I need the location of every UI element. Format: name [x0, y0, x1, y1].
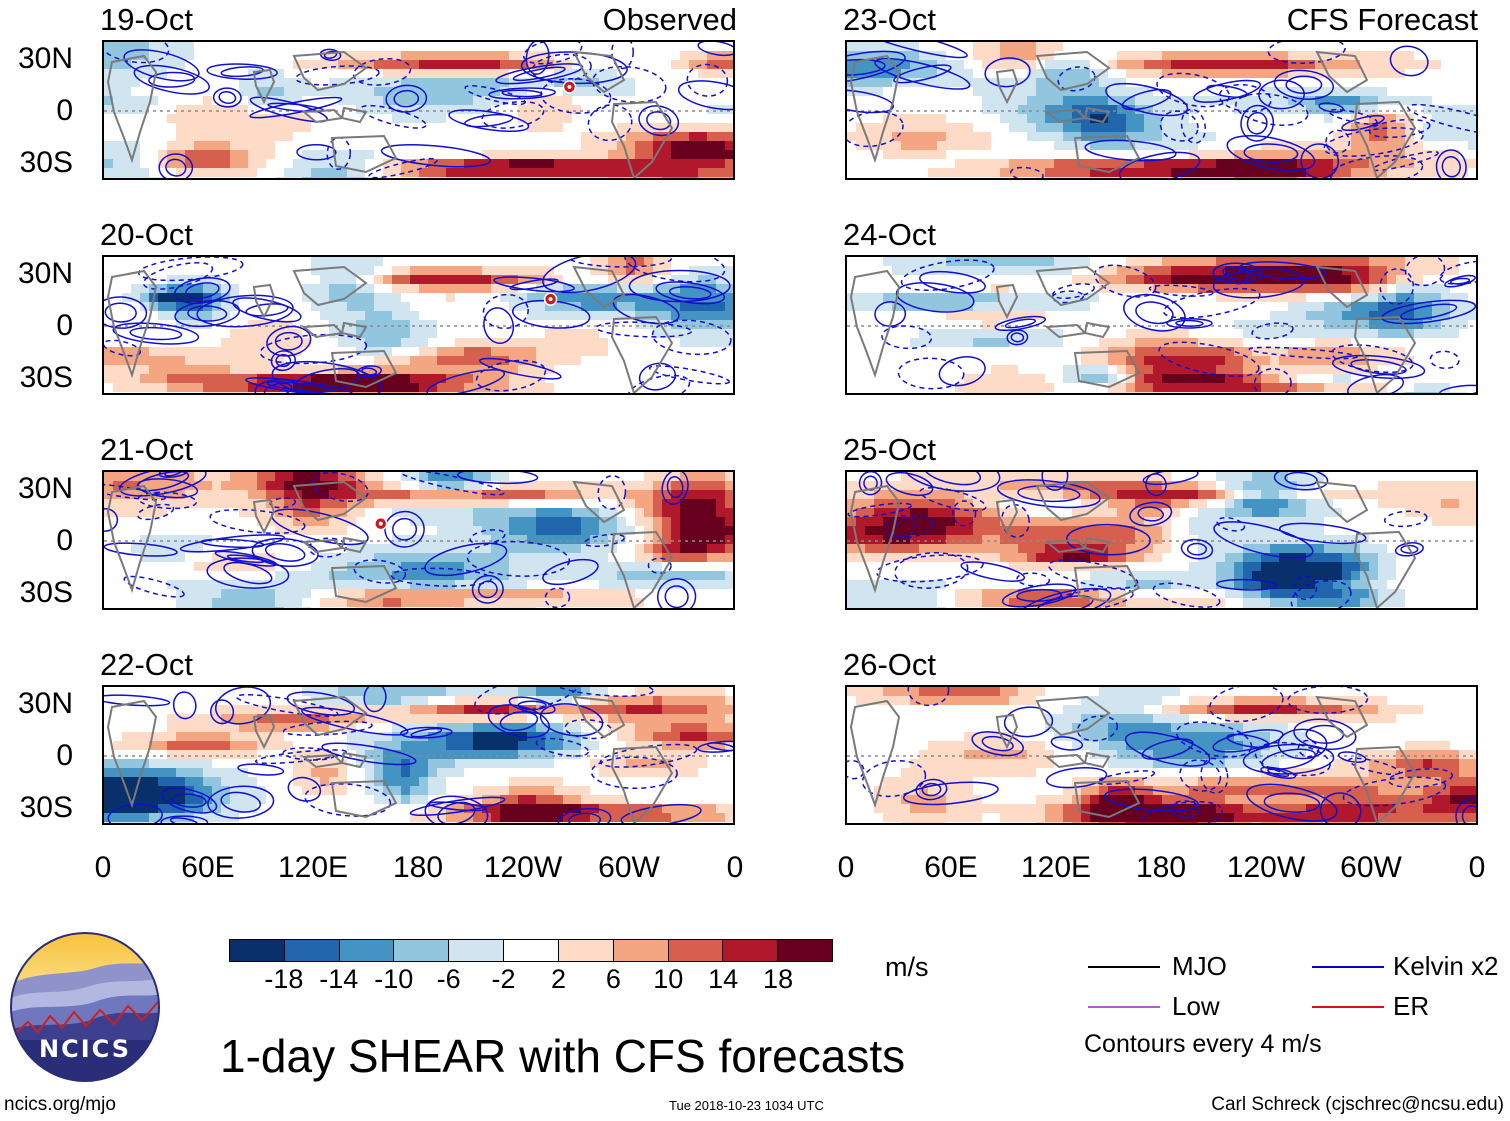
panel-date: 19-Oct	[100, 2, 194, 37]
colorbar-swatch	[723, 940, 779, 961]
lon-label: 0	[1468, 851, 1486, 884]
shear-map	[845, 470, 1478, 610]
legend-line-low	[1088, 1006, 1160, 1008]
map-field	[847, 42, 1476, 178]
panel-date: 20-Oct	[100, 217, 194, 252]
lon-label: 60W	[1340, 851, 1402, 884]
colorbar-swatch	[504, 940, 559, 961]
lon-label: 180	[1135, 851, 1187, 884]
colorbar-tick-label: 6	[605, 964, 621, 994]
map-field	[104, 687, 733, 823]
lon-label: 120W	[483, 851, 563, 884]
legend-line-kelvin	[1312, 966, 1384, 968]
colorbar-swatch	[394, 940, 450, 961]
lon-label: 120E	[277, 851, 349, 884]
colorbar-swatch	[668, 940, 724, 961]
lat-label: 30S	[19, 361, 73, 394]
lat-label: 30N	[17, 472, 73, 505]
colorbar-tick-label: -18	[264, 964, 304, 994]
lat-label: 30S	[19, 576, 73, 609]
lat-label: 30S	[19, 791, 73, 824]
legend-label-er: ER	[1393, 991, 1430, 1021]
lon-label: 0	[837, 851, 855, 884]
map-field	[104, 42, 733, 178]
legend-label-mjo: MJO	[1172, 951, 1227, 981]
footer-url: ncics.org/mjo	[4, 1094, 116, 1115]
lat-label: 0	[56, 94, 73, 127]
lat-label: 30N	[17, 257, 73, 290]
legend-line-mjo	[1088, 966, 1160, 968]
colorbar-tick-label: 10	[653, 964, 684, 994]
footer-credit: Carl Schreck (cjschrec@ncsu.edu)	[1211, 1094, 1504, 1115]
colorbar-swatches	[229, 939, 833, 962]
lon-label: 180	[392, 851, 444, 884]
shear-map	[102, 470, 735, 610]
colorbar-swatch	[284, 940, 340, 961]
legend-label-low: Low	[1172, 991, 1220, 1021]
lat-label: 0	[56, 739, 73, 772]
lat-label: 30N	[17, 687, 73, 720]
figure-title: 1-day SHEAR with CFS forecasts	[220, 1030, 906, 1082]
panel-date: 22-Oct	[100, 647, 194, 682]
lat-label: 30S	[19, 146, 73, 179]
colorbar-swatch	[778, 940, 832, 961]
shear-map	[845, 40, 1478, 180]
colorbar-swatch	[230, 940, 285, 961]
panel-date: 21-Oct	[100, 432, 194, 467]
lon-label: 120E	[1020, 851, 1092, 884]
logo-text: NCICS	[39, 1035, 131, 1063]
ncics-logo: NCICS	[10, 932, 160, 1082]
map-field	[847, 257, 1476, 393]
lon-label: 60W	[598, 851, 660, 884]
map-field	[847, 472, 1476, 608]
shear-map	[102, 255, 735, 395]
shear-map	[102, 40, 735, 180]
colorbar-tick-label: -10	[374, 964, 414, 994]
panel-tag: CFS Forecast	[1286, 2, 1478, 37]
lon-label: 0	[726, 851, 744, 884]
panel-date: 23-Oct	[843, 2, 937, 37]
colorbar-swatch	[339, 940, 395, 961]
lon-label: 0	[94, 851, 112, 884]
shear-map	[845, 685, 1478, 825]
shear-map	[845, 255, 1478, 395]
colorbar-tick-label: 18	[763, 964, 794, 994]
colorbar-tick-label: -6	[436, 964, 461, 994]
legend-line-er	[1312, 1006, 1384, 1008]
map-field	[104, 257, 733, 393]
shear-map	[102, 685, 735, 825]
panel-date: 26-Oct	[843, 647, 937, 682]
panel-date: 24-Oct	[843, 217, 937, 252]
lat-label: 30N	[17, 42, 73, 75]
panel-tag: Observed	[602, 2, 737, 37]
map-field	[104, 472, 733, 608]
colorbar-swatch	[613, 940, 669, 961]
colorbar-tick-label: -2	[491, 964, 516, 994]
colorbar-swatch	[449, 940, 505, 961]
lon-label: 60E	[924, 851, 978, 884]
legend-label-kelvin: Kelvin x2	[1393, 951, 1499, 981]
lat-label: 0	[56, 524, 73, 557]
colorbar-swatch	[558, 940, 614, 961]
colorbar-unit: m/s	[885, 952, 929, 982]
footer-timestamp: Tue 2018-10-23 1034 UTC	[669, 1098, 824, 1113]
colorbar-tick-label: 14	[708, 964, 739, 994]
lon-label: 60E	[181, 851, 235, 884]
colorbar-tick-label: 2	[550, 964, 566, 994]
panel-date: 25-Oct	[843, 432, 937, 467]
logo-graphic	[10, 932, 160, 1082]
colorbar-tick-label: -14	[319, 964, 359, 994]
lon-label: 120W	[1226, 851, 1306, 884]
contours-note: Contours every 4 m/s	[1084, 1030, 1322, 1058]
lat-label: 0	[56, 309, 73, 342]
map-field	[847, 687, 1476, 823]
